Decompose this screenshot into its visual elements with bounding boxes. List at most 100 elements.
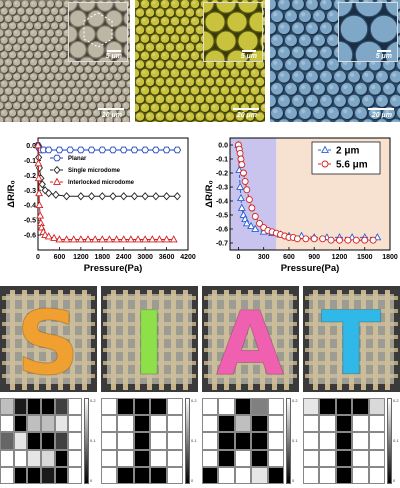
scale-bar [233,108,259,110]
scale-bar [98,108,124,110]
heatmap-cell [68,449,82,467]
heatmap-cell [202,432,219,450]
data-point [55,235,64,243]
data-point [91,235,100,243]
data-point [162,235,171,243]
data-point [141,146,149,154]
heatmap-cell [13,449,28,467]
data-point [44,232,53,240]
legend-entry: 5.6 μm [336,159,368,170]
heatmap-cell [68,415,82,433]
colorbar-label: 0.1 [292,438,298,443]
heatmap-cell [335,432,353,450]
heatmap-cell [218,398,235,416]
sem-image-single-microdome: 5 μm 20 μm [135,0,265,122]
chart-dome-size-comparison: 0 300 600 900 1200 1500 1800 0.0 -0.1 -0.2 -0.3 -0.… [204,137,398,274]
heatmap-cell [234,432,252,450]
heatmap-cell [41,449,55,467]
data-point [130,192,139,201]
heatmap-cell [41,432,55,450]
x-tick-label: 1200 [73,254,89,261]
heatmap-cell [41,466,55,484]
data-point [35,200,44,209]
scale-bar [368,108,394,110]
data-point [173,192,181,201]
heatmap-cell [303,398,320,416]
data-point [162,192,171,201]
letter-cutout: S [16,292,79,392]
y-tick-label: -0.1 [216,157,228,164]
heatmap-cell [335,398,353,416]
heatmap-cell [267,449,284,467]
heatmap-cell [303,449,320,467]
photo-letter-a: A [202,286,299,392]
x-tick-label: 900 [308,254,320,261]
y-tick-label: -0.5 [24,218,36,225]
heatmap-cell [133,449,151,467]
data-point [109,192,117,201]
letter-cutout: A [216,292,284,392]
heatmap-cell [54,466,69,484]
data-point [173,146,182,154]
data-point [236,193,245,202]
data-point [169,235,178,243]
heatmap-cell [218,466,235,484]
heatmap-a: 0.2 0.1 0 [202,398,300,484]
data-point [245,196,253,204]
legend-marker [53,165,61,175]
heatmap-cell [202,415,219,433]
legend-entry: Interlocked microdome [68,180,135,186]
y-tick-label: -0.5 [216,213,228,220]
x-tick-label: 1500 [357,254,373,261]
heatmap-cell [27,398,41,416]
heatmap-cell [251,398,268,416]
legend-marker [53,154,61,162]
legend-marker [321,145,329,153]
colorbar-label: 0.2 [90,398,96,403]
heatmap-cell [166,398,183,416]
data-point [251,224,260,232]
sem-inset: 5 μm [203,2,263,62]
data-point [236,182,245,190]
y-tick-label: -0.2 [216,171,228,178]
y-tick-label: -0.4 [24,203,36,210]
x-tick-label: 4200 [180,254,196,261]
heatmap-cell [117,398,134,416]
heatmap-cell [117,449,134,467]
x-tick-label: 2400 [116,254,132,261]
heatmap-cell [251,466,268,484]
electrode-grid: T [303,286,400,392]
data-point [77,192,85,201]
colorbar-label: 0.2 [393,398,399,403]
data-point [344,236,352,244]
x-tick-label: 300 [258,254,270,261]
colorbar-label: 0.2 [292,398,298,403]
data-point [319,235,327,243]
colorbar-label: 0.1 [191,438,197,443]
data-point [35,188,44,197]
heatmap-cell [166,449,183,467]
heatmap-cell [133,466,151,484]
heatmap-cell [335,449,353,467]
legend-marker [321,160,329,168]
data-point [50,233,59,241]
heatmap-cell [234,398,252,416]
data-point [119,235,128,243]
data-point [293,235,301,243]
data-point [237,203,246,211]
x-tick-label: 600 [54,254,66,261]
heatmap-cell [54,449,69,467]
electrode-grid: S [0,286,97,392]
heatmap-cell [54,398,69,416]
scale-bar [377,50,391,52]
heatmap-cell [133,432,151,450]
data-point [152,146,160,154]
heatmap-cell [150,466,167,484]
heatmap-cell [0,466,14,484]
scale-bar [242,50,256,52]
heatmap-cell [303,466,320,484]
heatmap-cell [352,415,369,433]
data-point [130,146,139,154]
heatmap-cell [368,432,385,450]
data-point [112,235,121,243]
